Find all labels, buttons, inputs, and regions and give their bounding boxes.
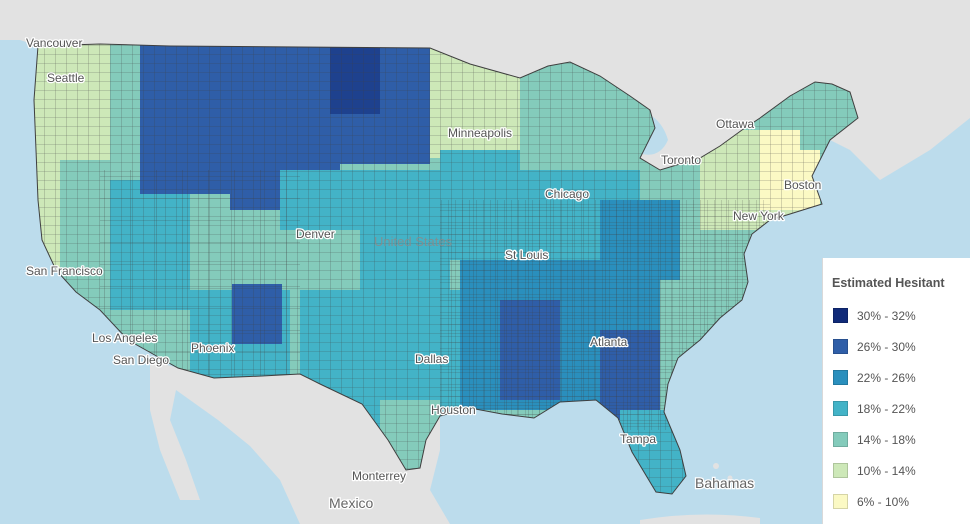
label-mexico: Mexico xyxy=(329,495,374,511)
legend-label: 18% - 22% xyxy=(857,401,916,416)
bahamas-island xyxy=(727,475,733,481)
legend-swatch xyxy=(833,308,848,323)
label-ottawa: Ottawa xyxy=(716,117,754,131)
legend-swatch xyxy=(833,494,848,509)
legend-item[interactable]: 10% - 14% xyxy=(823,455,970,486)
legend-label: 30% - 32% xyxy=(857,308,916,323)
label-dallas: Dallas xyxy=(415,352,448,366)
label-san-francisco: San Francisco xyxy=(26,264,103,278)
label-monterrey: Monterrey xyxy=(352,469,406,483)
legend-label: 22% - 26% xyxy=(857,370,916,385)
label-toronto: Toronto xyxy=(661,153,701,167)
label-chicago: Chicago xyxy=(545,187,589,201)
label-boston: Boston xyxy=(784,178,821,192)
label-atlanta: Atlanta xyxy=(590,335,628,349)
label-united-states: United States xyxy=(374,234,453,249)
legend-swatch xyxy=(833,401,848,416)
legend-item[interactable]: 18% - 22% xyxy=(823,393,970,424)
label-tampa: Tampa xyxy=(620,432,656,446)
label-san-diego: San Diego xyxy=(113,353,169,367)
legend-swatch xyxy=(833,463,848,478)
label-los-angeles: Los Angeles xyxy=(92,331,157,345)
legend-label: 14% - 18% xyxy=(857,432,916,447)
label-minneapolis: Minneapolis xyxy=(448,126,512,140)
legend-list: 30% - 32% 26% - 30% 22% - 26% 18% - 22% … xyxy=(823,300,970,517)
legend-label: 10% - 14% xyxy=(857,463,916,478)
legend-item[interactable]: 14% - 18% xyxy=(823,424,970,455)
legend-item[interactable]: 6% - 10% xyxy=(823,486,970,517)
cuba-island xyxy=(640,514,760,524)
legend-label: 26% - 30% xyxy=(857,339,916,354)
label-new-york: New York xyxy=(733,209,785,223)
legend-item[interactable]: 22% - 26% xyxy=(823,362,970,393)
map-legend: Estimated Hesitant 30% - 32% 26% - 30% 2… xyxy=(822,258,970,524)
legend-item[interactable]: 30% - 32% xyxy=(823,300,970,331)
legend-swatch xyxy=(833,432,848,447)
label-denver: Denver xyxy=(296,227,335,241)
label-phoenix: Phoenix xyxy=(191,341,234,355)
label-st-louis: St Louis xyxy=(505,248,548,262)
label-houston: Houston xyxy=(431,403,476,417)
label-bahamas: Bahamas xyxy=(695,475,754,491)
label-seattle: Seattle xyxy=(47,71,85,85)
legend-title: Estimated Hesitant xyxy=(832,276,945,290)
legend-swatch xyxy=(833,339,848,354)
canada-land xyxy=(0,0,970,180)
legend-item[interactable]: 26% - 30% xyxy=(823,331,970,362)
us-outline xyxy=(33,43,859,495)
label-vancouver: Vancouver xyxy=(26,36,82,50)
bahamas-island xyxy=(713,463,719,469)
legend-swatch xyxy=(833,370,848,385)
legend-label: 6% - 10% xyxy=(857,494,910,509)
mexico-land xyxy=(150,360,450,524)
